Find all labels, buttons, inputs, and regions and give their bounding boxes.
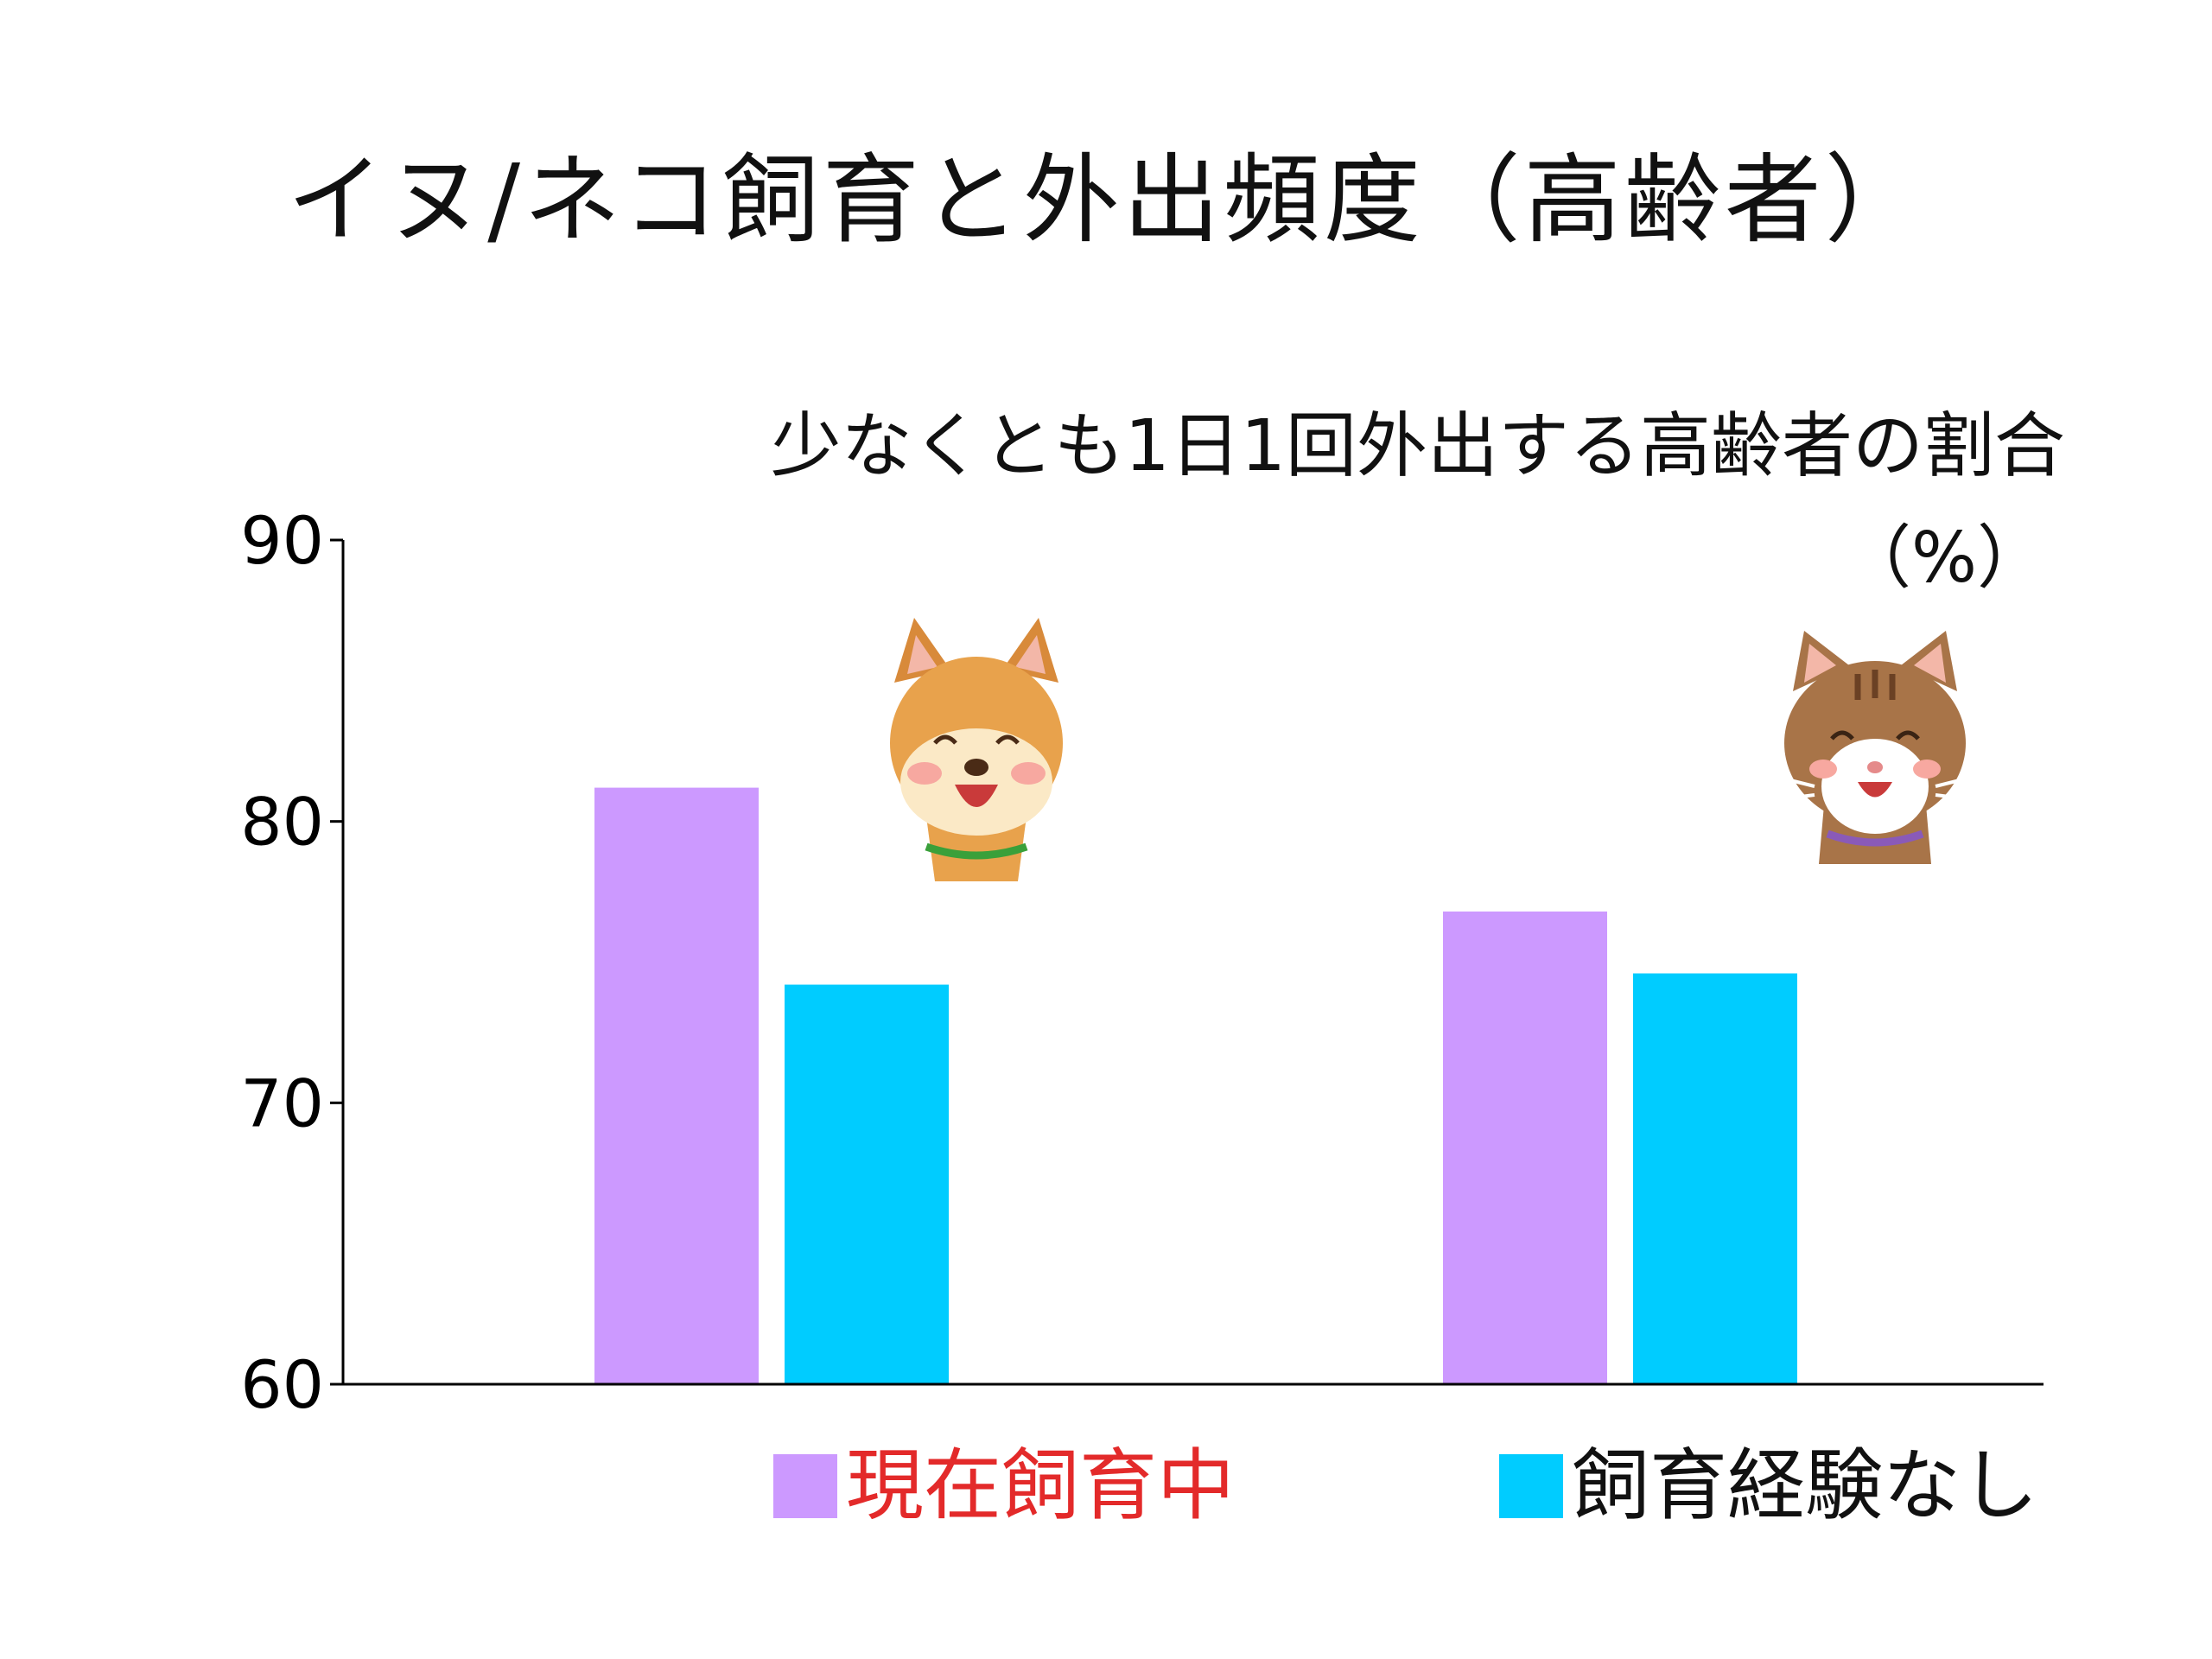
y-axis-unit-label: （%） [1841, 518, 2046, 598]
legend-label-never-owned: 飼育経験なし [1572, 1440, 2038, 1531]
bar-current-dog [594, 787, 759, 1384]
dog-eye-right [995, 734, 1020, 745]
cat-cheek-right [1913, 760, 1941, 779]
axes-group: 60 70 80 90 [240, 502, 2044, 1423]
dog-ear-inner-left [907, 635, 938, 674]
y-tick-label-90: 90 [240, 502, 324, 579]
chart-title: 少なくとも1日1回外出する高齢者の割合 [770, 405, 2065, 487]
cat-icon [1779, 631, 1971, 864]
cat-collar [1826, 830, 1924, 847]
cat-ear-inner-right [1914, 644, 1946, 683]
y-tick-label-70: 70 [240, 1065, 324, 1141]
y-tick-label-60: 60 [240, 1346, 324, 1423]
legend-label-current: 現在飼育中 [846, 1440, 1235, 1531]
legend-swatch-current [773, 1454, 837, 1518]
dog-cheek-right [1011, 762, 1046, 785]
cat-whiskers [1779, 776, 1971, 801]
legend-swatch-never-owned [1499, 1454, 1563, 1518]
cat-cheek-left [1809, 760, 1837, 779]
bar-current-cat [1443, 911, 1607, 1384]
legend-item-never-owned: 飼育経験なし [1499, 1439, 2038, 1534]
cat-stripes [1854, 670, 1896, 700]
cat-eye-left [1830, 730, 1854, 741]
dog-eye-left [933, 734, 957, 745]
dog-ear-inner-right [1015, 635, 1046, 674]
bars-group [594, 787, 1797, 1384]
cat-ear-inner-left [1804, 644, 1836, 683]
legend-item-current: 現在飼育中 [773, 1439, 1235, 1534]
dog-icon [890, 618, 1063, 881]
slide-title: イヌ/ネコ飼育と外出頻度（高齢者） [287, 144, 1925, 257]
dog-collar [925, 842, 1028, 860]
bar-never-owned-dog [785, 984, 949, 1384]
cat-nose [1867, 761, 1883, 773]
icons-group [890, 618, 1971, 881]
cat-mouth [1858, 782, 1892, 798]
dog-nose [964, 759, 988, 776]
dog-muzzle [900, 728, 1052, 836]
dog-cheek-left [907, 762, 942, 785]
bar-never-owned-cat [1633, 973, 1797, 1384]
y-tick-label-80: 80 [240, 784, 324, 861]
cat-eye-right [1896, 730, 1920, 741]
dog-mouth [955, 785, 998, 807]
